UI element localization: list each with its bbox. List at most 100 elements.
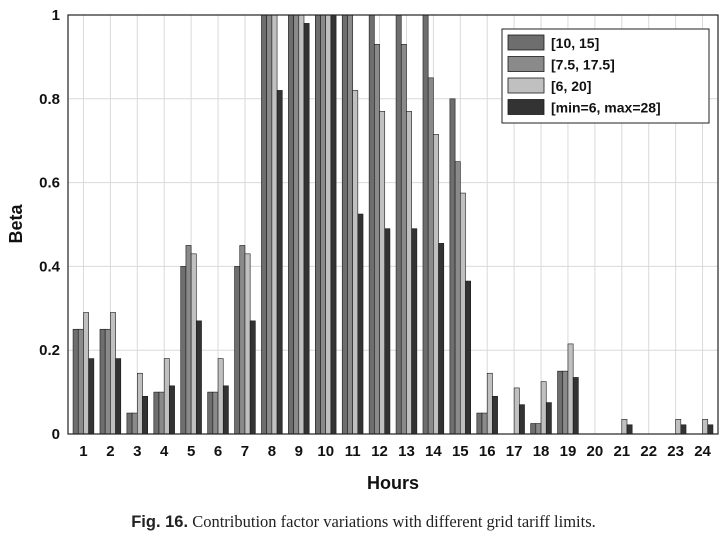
bar [99, 328, 106, 435]
bar [476, 412, 483, 435]
bar [158, 391, 165, 435]
bar [136, 372, 143, 435]
bar [180, 266, 187, 435]
bar [626, 424, 633, 435]
bar [530, 423, 537, 435]
bar [540, 381, 547, 435]
bar [239, 245, 246, 435]
bar [234, 266, 241, 435]
bar [163, 358, 170, 435]
bar [352, 90, 359, 435]
x-tick-label: 20 [587, 443, 604, 460]
y-tick-labels: 0 0.2 0.4 0.6 0.8 1 [39, 7, 61, 443]
x-tick-label: 17 [506, 443, 523, 460]
x-tick-label: 6 [214, 443, 222, 460]
x-tick-label: 8 [268, 443, 276, 460]
y-tick-label: 0.4 [39, 258, 61, 275]
x-tick-label: 1 [79, 443, 87, 460]
bar [83, 312, 89, 435]
bar [513, 387, 520, 435]
x-tick-label: 19 [560, 443, 577, 460]
legend-label: [6, 20] [551, 78, 591, 94]
x-tick-label: 13 [398, 443, 415, 460]
y-tick-label: 0 [52, 426, 60, 443]
bar [347, 14, 353, 435]
bar [207, 391, 214, 435]
bar [621, 419, 628, 435]
x-tick-label: 10 [317, 443, 334, 460]
bar [680, 424, 687, 435]
legend-swatch [507, 56, 545, 72]
legend-swatch [507, 99, 545, 115]
legend-label: [min=6, max=28] [551, 100, 661, 116]
bar [293, 14, 300, 435]
bar [427, 77, 434, 435]
bar [320, 14, 327, 435]
bar [492, 395, 498, 435]
x-tick-label: 11 [345, 443, 361, 460]
bar [169, 385, 175, 435]
bar [465, 280, 471, 435]
bar [212, 391, 219, 435]
bar [433, 134, 439, 435]
bar [379, 111, 386, 435]
bar [438, 243, 445, 435]
caption-text: Contribution factor variations with diff… [192, 512, 596, 531]
bar [330, 14, 337, 435]
x-axis-title: Hours [367, 473, 419, 493]
bar [249, 320, 256, 435]
x-tick-label: 2 [106, 443, 114, 460]
bar [374, 44, 380, 435]
bar [486, 372, 493, 435]
figure-caption: Fig. 16. Contribution factor variations … [0, 512, 727, 532]
x-tick-label: 4 [160, 443, 169, 460]
x-tick-label: 12 [371, 443, 388, 460]
bar [196, 320, 202, 435]
x-tick-labels: 1 2 3 4 5 6 7 8 9 10 11 12 13 14 15 16 17 18 19 20 21 22 23 24 [79, 443, 711, 460]
bar [368, 14, 375, 435]
bar [142, 395, 148, 435]
bar [303, 23, 310, 435]
legend-swatch [507, 34, 545, 51]
bar [217, 358, 224, 435]
bar [131, 412, 138, 435]
caption-label: Fig. 16. [131, 513, 189, 531]
bar [261, 14, 267, 435]
y-axis-title: Beta [6, 204, 26, 244]
bar [341, 14, 348, 435]
y-tick-label: 1 [52, 7, 60, 24]
bar [72, 328, 79, 435]
x-tick-label: 15 [452, 443, 469, 460]
bar [288, 14, 294, 435]
x-tick-label: 9 [295, 443, 303, 460]
bar [481, 412, 488, 435]
bar [271, 14, 278, 435]
x-tick-label: 16 [479, 443, 496, 460]
bar [449, 98, 456, 435]
x-tick-label: 3 [133, 443, 141, 460]
bar [298, 14, 305, 435]
x-tick-label: 14 [425, 443, 442, 460]
bar [357, 213, 364, 435]
bar [557, 370, 564, 435]
legend-label: [7.5, 17.5] [551, 57, 615, 73]
x-tick-label: 24 [694, 443, 711, 460]
bar [702, 419, 709, 435]
bar [315, 14, 321, 435]
bar [126, 412, 133, 435]
y-tick-label: 0.8 [39, 91, 60, 108]
bar [244, 253, 251, 435]
y-tick-label: 0.6 [39, 175, 60, 192]
bar [422, 14, 429, 435]
bar [519, 404, 525, 435]
bar [325, 14, 332, 435]
bar [266, 14, 273, 435]
bar [459, 192, 466, 435]
bar [454, 161, 461, 435]
x-tick-label: 5 [187, 443, 195, 460]
bar [110, 312, 116, 435]
x-tick-label: 23 [667, 443, 684, 460]
bar [77, 328, 84, 435]
bar [572, 377, 579, 435]
bar [562, 370, 569, 435]
